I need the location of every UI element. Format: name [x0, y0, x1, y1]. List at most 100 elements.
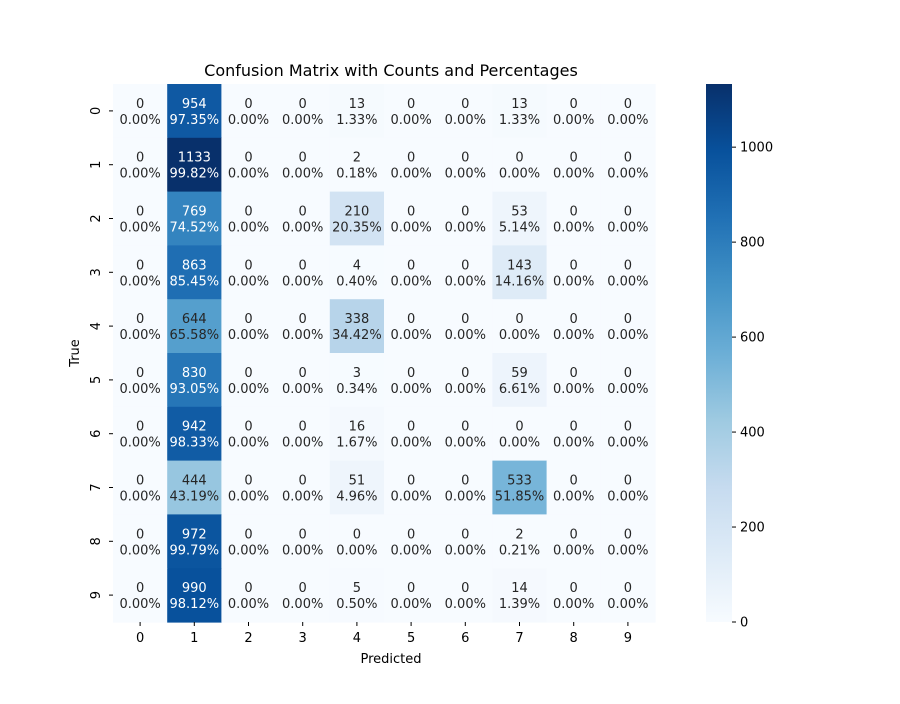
cell-percent-label: 0.00% — [390, 167, 431, 182]
heatmap-cell — [600, 568, 656, 623]
cell-count-label: 13 — [349, 97, 366, 112]
cell-percent-label: 0.00% — [119, 274, 160, 289]
cell-percent-label: 0.00% — [607, 167, 648, 182]
heatmap-cell — [492, 137, 548, 193]
cell-count-label: 0 — [136, 366, 144, 381]
cell-percent-label: 0.00% — [119, 382, 160, 397]
cell-percent-label: 0.00% — [282, 490, 323, 505]
heatmap-cell — [600, 245, 656, 300]
cell-percent-label: 98.12% — [170, 597, 220, 612]
cell-count-label: 0 — [624, 420, 632, 435]
cell-percent-label: 4.96% — [336, 490, 377, 505]
cell-count-label: 0 — [244, 97, 252, 112]
x-tick-label: 2 — [244, 631, 252, 646]
heatmap-cell — [546, 191, 602, 246]
cell-count-label: 0 — [299, 312, 307, 327]
cell-count-label: 0 — [136, 258, 144, 273]
cell-percent-label: 0.00% — [390, 597, 431, 612]
cell-percent-label: 0.00% — [390, 382, 431, 397]
cell-count-label: 990 — [182, 581, 207, 596]
heatmap-cell — [438, 514, 493, 569]
cell-count-label: 0 — [299, 205, 307, 220]
x-tick-label: 8 — [570, 631, 578, 646]
cell-count-label: 0 — [570, 474, 578, 489]
cell-count-label: 972 — [182, 527, 207, 542]
heatmap-cell — [113, 84, 168, 139]
heatmap-cell — [438, 299, 493, 354]
cell-count-label: 0 — [624, 527, 632, 542]
cell-percent-label: 0.00% — [445, 274, 486, 289]
cell-count-label: 0 — [624, 474, 632, 489]
cell-percent-label: 0.00% — [553, 543, 594, 558]
heatmap-cell — [113, 514, 168, 569]
heatmap-cell — [113, 460, 168, 515]
heatmap-cell — [329, 299, 385, 354]
cell-count-label: 0 — [461, 205, 469, 220]
cell-percent-label: 0.00% — [119, 328, 160, 343]
cell-percent-label: 0.00% — [445, 543, 486, 558]
cell-count-label: 0 — [570, 366, 578, 381]
cell-count-label: 0 — [407, 474, 415, 489]
cell-percent-label: 85.45% — [170, 274, 220, 289]
y-tick-label: 1 — [89, 161, 104, 169]
cell-percent-label: 0.00% — [336, 543, 377, 558]
cell-percent-label: 0.00% — [228, 597, 269, 612]
cell-percent-label: 0.00% — [390, 490, 431, 505]
heatmap-cell — [438, 84, 493, 139]
colorbar-tick-label: 0 — [740, 616, 748, 631]
cell-percent-label: 0.00% — [282, 543, 323, 558]
heatmap-cell — [600, 137, 656, 193]
cell-percent-label: 0.00% — [553, 328, 594, 343]
heatmap-cell — [546, 353, 602, 408]
cell-count-label: 0 — [136, 151, 144, 166]
cell-count-label: 338 — [344, 312, 369, 327]
cell-count-label: 0 — [407, 312, 415, 327]
heatmap-cell — [492, 406, 548, 462]
heatmap-cell — [600, 84, 656, 139]
cell-count-label: 0 — [624, 312, 632, 327]
cell-count-label: 0 — [136, 581, 144, 596]
cell-count-label: 769 — [182, 205, 207, 220]
chart-title: Confusion Matrix with Counts and Percent… — [204, 61, 578, 80]
cell-count-label: 0 — [570, 527, 578, 542]
cell-count-label: 0 — [299, 420, 307, 435]
cell-count-label: 0 — [570, 205, 578, 220]
heatmap-cell — [384, 191, 439, 246]
heatmap-cell — [546, 514, 602, 569]
cell-percent-label: 0.00% — [119, 113, 160, 128]
heatmap-cell — [113, 245, 168, 300]
heatmap-cell — [492, 460, 548, 515]
x-tick-label: 1 — [190, 631, 198, 646]
y-axis-label: True — [68, 339, 83, 368]
colorbar-tick-label: 600 — [740, 331, 765, 346]
x-axis-label: Predicted — [360, 652, 421, 667]
cell-percent-label: 0.00% — [445, 221, 486, 236]
cell-count-label: 863 — [182, 258, 207, 273]
heatmap-cell — [492, 84, 548, 139]
heatmap-cell — [492, 353, 548, 408]
cell-count-label: 0 — [624, 581, 632, 596]
cell-count-label: 0 — [407, 151, 415, 166]
cell-percent-label: 0.50% — [336, 597, 377, 612]
cell-percent-label: 0.00% — [607, 597, 648, 612]
cell-count-label: 0 — [244, 420, 252, 435]
y-axis-ticks: 0 1 2 3 4 5 6 7 8 9 — [89, 107, 113, 599]
cell-count-label: 3 — [353, 366, 361, 381]
cell-percent-label: 0.00% — [445, 490, 486, 505]
cell-percent-label: 20.35% — [332, 221, 382, 236]
cell-count-label: 0 — [244, 312, 252, 327]
heatmap-cell — [546, 84, 602, 139]
cell-percent-label: 0.00% — [228, 221, 269, 236]
heatmap-cell — [167, 406, 222, 462]
cell-percent-label: 14.16% — [495, 274, 545, 289]
heatmap-cell — [546, 406, 602, 462]
cell-count-label: 0 — [461, 366, 469, 381]
cell-count-label: 644 — [182, 312, 207, 327]
cell-percent-label: 0.34% — [336, 382, 377, 397]
cell-count-label: 942 — [182, 420, 207, 435]
cell-percent-label: 0.00% — [553, 436, 594, 451]
cell-percent-label: 0.21% — [499, 543, 540, 558]
heatmap-cell — [438, 568, 493, 623]
cell-percent-label: 93.05% — [170, 382, 220, 397]
